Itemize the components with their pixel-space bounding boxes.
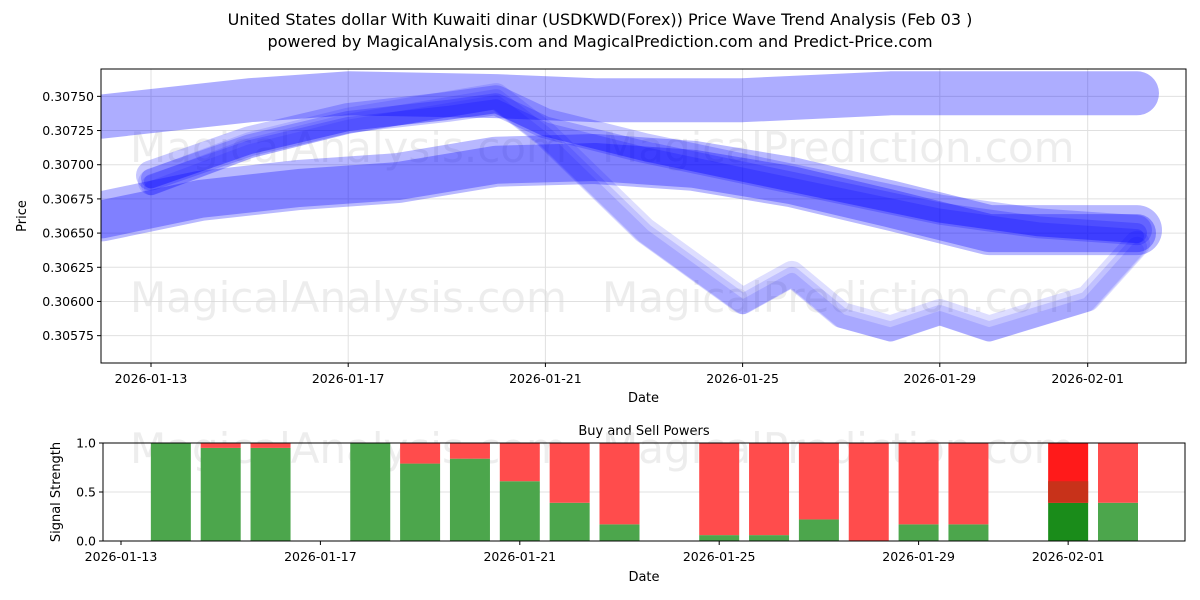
sell-segment xyxy=(848,443,889,541)
wave-band xyxy=(136,85,1152,246)
chart-subtitle: powered by MagicalAnalysis.com and Magic… xyxy=(267,32,933,51)
signal-bar xyxy=(549,443,590,541)
sell-segment xyxy=(1098,443,1138,503)
sell-segment xyxy=(898,443,939,525)
buy-segment xyxy=(250,447,291,541)
y-axis-label: Signal Strength xyxy=(49,442,64,542)
buy-segment xyxy=(449,458,490,541)
sell-segment xyxy=(699,443,740,536)
buy-segment xyxy=(400,463,441,541)
sell-segment xyxy=(948,443,989,525)
watermark: MagicalPrediction.com xyxy=(602,123,1075,172)
wave-band xyxy=(141,89,1147,342)
chart-title: United States dollar With Kuwaiti dinar … xyxy=(227,10,973,29)
x-tick-label: 2026-01-25 xyxy=(683,549,756,564)
sell-segment xyxy=(449,443,490,459)
watermark: MagicalPrediction.com xyxy=(602,273,1075,322)
wave-band xyxy=(101,71,1159,139)
x-tick-label: 2026-01-13 xyxy=(115,371,188,386)
buy-segment xyxy=(1098,502,1138,541)
sell-segment xyxy=(798,443,839,520)
signal-bar xyxy=(948,443,989,541)
y-tick-label: 0.30750 xyxy=(42,89,94,104)
wave-band xyxy=(138,83,1150,342)
sell-segment xyxy=(549,443,590,503)
wave-band xyxy=(101,143,1156,253)
x-tick-label: 2026-01-17 xyxy=(312,371,385,386)
x-tick-label: 2026-01-29 xyxy=(882,549,955,564)
bar-chart-title: Buy and Sell Powers xyxy=(578,424,709,439)
signal-bar xyxy=(898,443,939,541)
signal-bar xyxy=(400,443,441,541)
x-tick-label: 2026-01-13 xyxy=(85,549,158,564)
signal-bar xyxy=(599,443,640,541)
buy-segment xyxy=(1048,502,1089,541)
y-tick-label: 0.30625 xyxy=(42,260,94,275)
y-tick-label: 0.30575 xyxy=(42,328,94,343)
wave-band xyxy=(144,95,1144,342)
y-axis-label: Price xyxy=(15,200,30,232)
y-tick-label: 0.30700 xyxy=(42,157,94,172)
signal-bar xyxy=(200,443,241,541)
signal-bar xyxy=(1048,443,1089,541)
y-tick-label: 0.30600 xyxy=(42,294,94,309)
buy-segment xyxy=(150,443,191,541)
signal-bar xyxy=(848,443,889,541)
x-tick-label: 2026-01-29 xyxy=(903,371,976,386)
signal-bar xyxy=(350,443,391,541)
y-tick-label: 0.30725 xyxy=(42,123,94,138)
buy-segment xyxy=(948,524,989,541)
x-tick-label: 2026-02-01 xyxy=(1032,549,1105,564)
x-tick-label: 2026-02-01 xyxy=(1051,371,1124,386)
sell-segment xyxy=(599,443,640,525)
y-tick-label: 0.30675 xyxy=(42,191,94,206)
x-axis-label: Date xyxy=(628,570,659,585)
signal-bar xyxy=(1098,443,1138,541)
buy-segment xyxy=(200,447,241,541)
y-tick-label: 0.30650 xyxy=(42,226,94,241)
overlap-segment xyxy=(1048,481,1089,503)
watermark: MagicalAnalysis.com xyxy=(130,123,567,172)
signal-bar xyxy=(798,443,839,541)
buy-segment xyxy=(499,481,540,541)
sell-segment xyxy=(749,443,790,536)
wave-band xyxy=(144,99,1144,244)
buy-segment xyxy=(798,519,839,541)
signal-bar xyxy=(499,443,540,541)
y-tick-label: 0.5 xyxy=(76,485,96,500)
sell-segment xyxy=(400,443,441,464)
sell-segment xyxy=(250,443,291,448)
buy-segment xyxy=(599,524,640,541)
x-tick-label: 2026-01-21 xyxy=(509,371,582,386)
buy-sell-powers-chart: Buy and Sell PowersMagicalAnalysis.comMa… xyxy=(49,424,1186,585)
price-wave-chart: MagicalAnalysis.com MagicalPrediction.com… xyxy=(15,68,1187,406)
price-axes-frame xyxy=(100,68,1187,364)
x-tick-label: 2026-01-21 xyxy=(483,549,556,564)
x-axis-label: Date xyxy=(628,391,659,406)
signal-bar xyxy=(250,443,291,541)
buy-segment xyxy=(898,524,939,541)
signal-bar xyxy=(150,443,191,541)
sell-segment xyxy=(200,443,241,448)
wave-band xyxy=(141,93,1147,244)
signal-bar xyxy=(449,443,490,541)
y-tick-label: 1.0 xyxy=(76,436,96,451)
buy-segment xyxy=(749,535,790,541)
y-tick-label: 0.0 xyxy=(76,534,96,549)
x-tick-label: 2026-01-25 xyxy=(706,371,779,386)
buy-segment xyxy=(350,443,391,541)
watermark: MagicalAnalysis.com xyxy=(130,273,567,322)
buy-segment xyxy=(699,535,740,541)
wave-bands xyxy=(101,71,1162,342)
buy-segment xyxy=(549,502,590,541)
signal-bar xyxy=(749,443,790,541)
sell-segment xyxy=(499,443,540,482)
wave-band xyxy=(101,134,1162,256)
signal-bar xyxy=(699,443,740,541)
x-tick-label: 2026-01-17 xyxy=(284,549,357,564)
